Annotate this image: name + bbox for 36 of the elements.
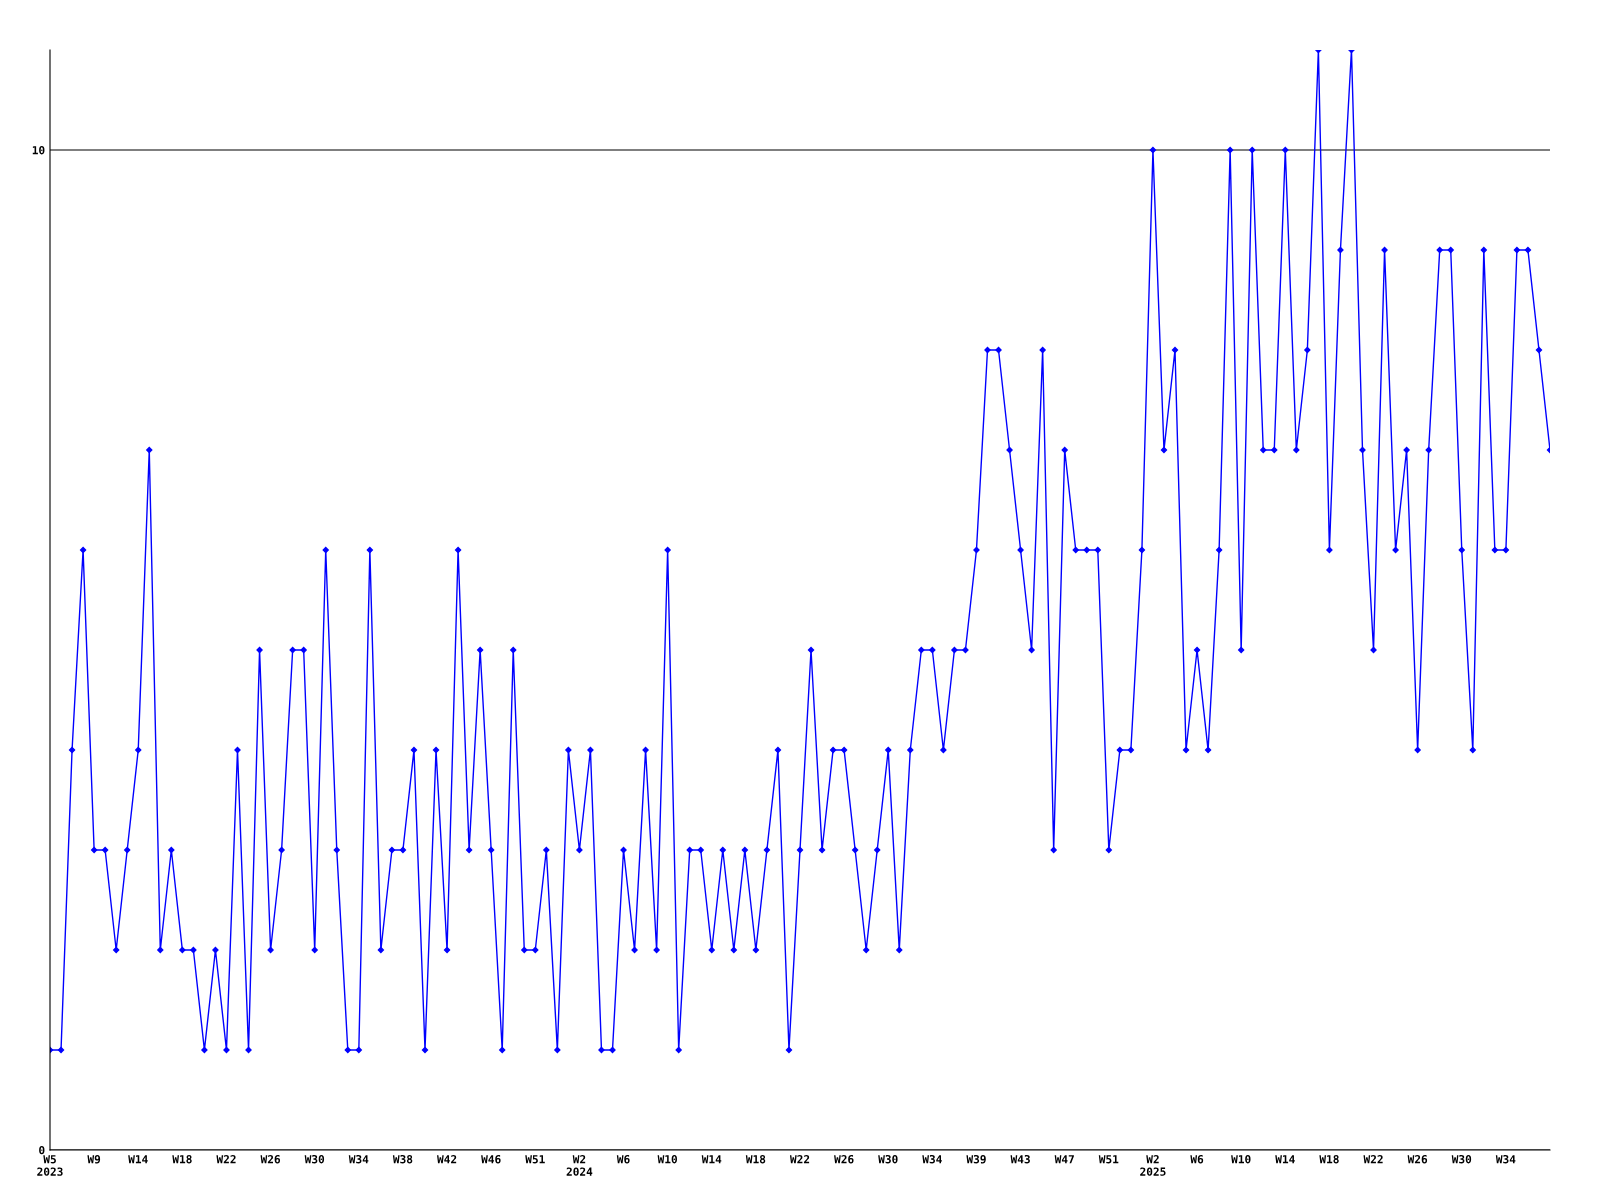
x-tick-label: W43 — [1010, 1155, 1030, 1164]
x-tick-label: W46 — [481, 1155, 501, 1164]
x-tick-label: W51 — [1098, 1155, 1119, 1164]
x-tick-label: W30 — [1451, 1155, 1472, 1164]
x-tick-label: W14 — [128, 1155, 148, 1164]
x-tick-label: W34 — [1495, 1155, 1516, 1164]
x-tick-label: W2 2024 — [566, 1155, 593, 1176]
x-tick-label: W30 — [878, 1155, 898, 1164]
x-tick-label: W6 — [616, 1155, 630, 1164]
x-tick-label: W26 — [834, 1155, 854, 1164]
x-tick-label: W22 — [1363, 1155, 1383, 1164]
x-tick-label: W51 — [525, 1155, 545, 1164]
x-tick-label: W34 — [922, 1155, 942, 1164]
x-tick-label: W30 — [304, 1155, 325, 1164]
x-tick-label: W18 — [172, 1155, 192, 1164]
x-tick-label: W2 2025 — [1140, 1155, 1166, 1176]
x-tick-label: W42 — [437, 1155, 457, 1164]
x-tick-label: W18 — [1319, 1155, 1339, 1164]
x-tick-label: W14 — [1275, 1155, 1295, 1164]
x-tick-label: W34 — [348, 1155, 369, 1164]
x-tick-label: W26 — [1407, 1155, 1428, 1164]
x-tick-label: W5 2023 — [37, 1155, 63, 1176]
x-tick-label: W14 — [701, 1155, 722, 1164]
x-tick-label: W22 — [216, 1155, 236, 1164]
x-tick-label: W39 — [966, 1155, 986, 1164]
x-tick-label: W10 — [657, 1155, 678, 1164]
x-tick-label: W22 — [789, 1155, 810, 1164]
y-tick-label: 10 — [32, 146, 45, 155]
x-tick-label: W38 — [392, 1155, 413, 1164]
x-tick-label: W10 — [1231, 1155, 1251, 1164]
y-tick-label: 0 — [39, 1145, 45, 1155]
x-tick-label: W26 — [260, 1155, 281, 1164]
x-tick-label: W18 — [745, 1155, 766, 1164]
x-tick-label: W9 — [87, 1155, 101, 1164]
x-tick-label: W6 — [1190, 1155, 1204, 1164]
x-tick-label: W47 — [1054, 1155, 1074, 1164]
